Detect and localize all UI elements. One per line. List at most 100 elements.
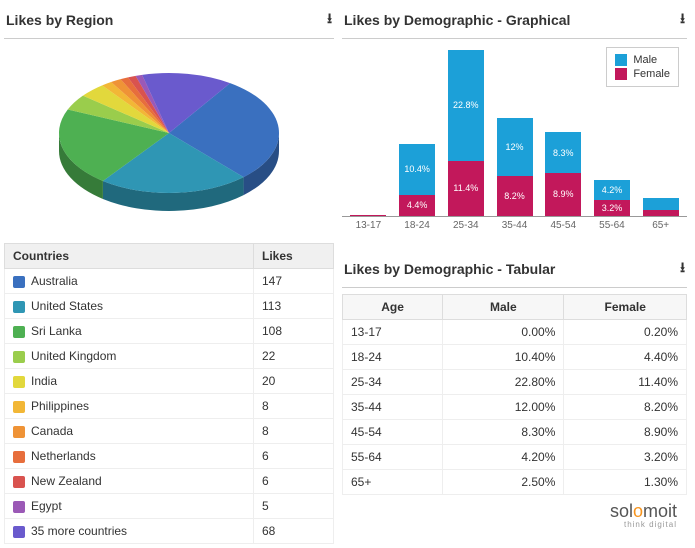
country-label: Australia (31, 274, 78, 288)
table-row: New Zealand6 (5, 469, 334, 494)
table-row: 18-2410.40%4.40% (343, 345, 687, 370)
likes-value: 108 (254, 319, 334, 344)
likes-value: 68 (254, 519, 334, 544)
col-likes: Likes (254, 244, 334, 269)
male-cell: 12.00% (443, 395, 564, 420)
bar-group: 8.2% 12% (490, 47, 539, 216)
table-row: Netherlands 6 (5, 444, 334, 469)
country-label: India (31, 374, 57, 388)
female-cell: 8.90% (564, 420, 687, 445)
bar-group: 4.4% 10.4% (393, 47, 442, 216)
likes-value: 113 (254, 294, 334, 319)
age-cell: 25-34 (343, 370, 443, 395)
legend-item: Male (615, 54, 670, 66)
bar-female: 3.2% (594, 200, 630, 216)
region-title: Likes by Region (6, 12, 113, 28)
male-cell: 2.50% (443, 470, 564, 495)
age-cell: 18-24 (343, 345, 443, 370)
likes-value: 147 (254, 269, 334, 294)
bar-male: 4.2% (594, 180, 630, 200)
x-axis-label: 45-54 (539, 217, 588, 231)
table-row: 35 more countries 68 (5, 519, 334, 544)
download-icon[interactable]: ⭳ (680, 257, 685, 281)
x-axis-label: 18-24 (393, 217, 442, 231)
country-label: Egypt (31, 499, 62, 513)
country-label: Philippines (31, 399, 89, 413)
chart-legend: Male Female (606, 47, 679, 87)
x-axis-label: 13-17 (344, 217, 393, 231)
male-cell: 4.20% (443, 445, 564, 470)
country-label: United States (31, 299, 103, 313)
age-cell: 45-54 (343, 420, 443, 445)
bar-female (643, 210, 679, 216)
col-female: Female (564, 295, 687, 320)
bar-male: 22.8% (448, 50, 484, 161)
table-row: 45-548.30%8.90% (343, 420, 687, 445)
bar-female: 8.2% (497, 176, 533, 216)
female-cell: 0.20% (564, 320, 687, 345)
bar-male: 10.4% (399, 144, 435, 195)
region-table: Countries Likes Australia147United State… (4, 243, 334, 544)
table-row: Australia 147 (5, 269, 334, 294)
demo-table-title: Likes by Demographic - Tabular (344, 261, 555, 277)
x-axis-label: 55-64 (588, 217, 637, 231)
age-cell: 35-44 (343, 395, 443, 420)
demographic-bar-chart: Male Female 4.4% 10.4% 11.4% 22.8% 8.2% 1… (342, 43, 687, 243)
brand-tagline: think digital (342, 520, 677, 529)
demographic-table: Age Male Female 13-170.00%0.20%18-2410.4… (342, 294, 687, 495)
country-label: 35 more countries (31, 524, 127, 538)
bar-male (643, 198, 679, 210)
table-row: 25-3422.80%11.40% (343, 370, 687, 395)
table-row: 55-644.20%3.20% (343, 445, 687, 470)
table-row: United Kingdom22 (5, 344, 334, 369)
bar-male: 12% (497, 118, 533, 176)
country-label: New Zealand (31, 474, 102, 488)
female-cell: 8.20% (564, 395, 687, 420)
age-cell: 55-64 (343, 445, 443, 470)
x-axis-label: 35-44 (490, 217, 539, 231)
likes-value: 8 (254, 419, 334, 444)
female-cell: 3.20% (564, 445, 687, 470)
table-row: Philippines 8 (5, 394, 334, 419)
bar-male: 8.3% (545, 132, 581, 172)
demo-graph-title: Likes by Demographic - Graphical (344, 12, 570, 28)
likes-value: 8 (254, 394, 334, 419)
female-cell: 11.40% (564, 370, 687, 395)
col-countries: Countries (5, 244, 254, 269)
legend-item: Female (615, 68, 670, 80)
table-row: 35-4412.00%8.20% (343, 395, 687, 420)
likes-value: 20 (254, 369, 334, 394)
male-cell: 8.30% (443, 420, 564, 445)
col-age: Age (343, 295, 443, 320)
region-pie-chart (4, 43, 334, 239)
table-row: 65+2.50%1.30% (343, 470, 687, 495)
bar-female: 11.4% (448, 161, 484, 216)
age-cell: 13-17 (343, 320, 443, 345)
male-cell: 10.40% (443, 345, 564, 370)
download-icon[interactable]: ⭳ (680, 8, 685, 32)
x-axis-label: 65+ (636, 217, 685, 231)
age-cell: 65+ (343, 470, 443, 495)
male-cell: 22.80% (443, 370, 564, 395)
female-cell: 4.40% (564, 345, 687, 370)
country-label: Netherlands (31, 449, 96, 463)
bar-group (344, 47, 393, 216)
download-icon[interactable]: ⭳ (327, 8, 332, 32)
table-row: India 20 (5, 369, 334, 394)
col-male: Male (443, 295, 564, 320)
country-label: Sri Lanka (31, 324, 82, 338)
likes-value: 22 (254, 344, 334, 369)
bar-group: 8.9% 8.3% (539, 47, 588, 216)
table-row: Canada 8 (5, 419, 334, 444)
x-axis-label: 25-34 (441, 217, 490, 231)
bar-female: 8.9% (545, 173, 581, 216)
table-row: 13-170.00%0.20% (343, 320, 687, 345)
female-cell: 1.30% (564, 470, 687, 495)
country-label: Canada (31, 424, 73, 438)
table-row: Egypt 5 (5, 494, 334, 519)
table-row: United States 113 (5, 294, 334, 319)
bar-female (350, 215, 386, 216)
likes-value: 6 (254, 444, 334, 469)
bar-female: 4.4% (399, 195, 435, 216)
likes-value: 5 (254, 494, 334, 519)
